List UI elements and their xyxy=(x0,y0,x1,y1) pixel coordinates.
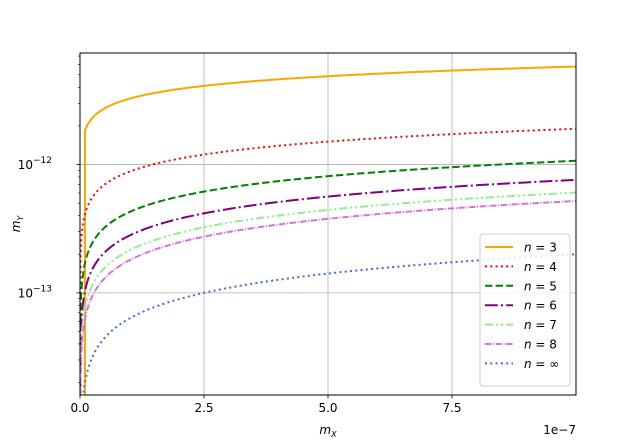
legend-var: n xyxy=(524,357,532,371)
y-tick-base: 10 xyxy=(18,158,33,172)
legend-eq: = xyxy=(532,260,550,274)
series-line xyxy=(80,127,576,395)
y-tick-exp: −12 xyxy=(33,156,52,166)
legend-eq: = xyxy=(532,279,550,293)
legend-eq: = xyxy=(532,241,550,255)
y-axis-label-sub: Y xyxy=(16,215,25,221)
y-tick-exp: −13 xyxy=(33,284,52,294)
y-tick-label: 10−13 xyxy=(18,284,52,300)
legend-var: n xyxy=(524,299,532,313)
legend-var: n xyxy=(524,241,532,255)
x-offset-label: 1e−7 xyxy=(543,423,576,437)
legend-box xyxy=(479,233,571,387)
legend-label: n = 6 xyxy=(524,299,557,313)
y-tick-base: 10 xyxy=(18,286,33,300)
x-tick-label: 5.0 xyxy=(318,401,337,415)
legend-value: 8 xyxy=(549,338,557,352)
series-line xyxy=(80,159,576,395)
x-axis-label-main: m xyxy=(319,423,331,437)
legend-label: n = ∞ xyxy=(524,357,559,371)
legend-label: n = 5 xyxy=(524,279,557,293)
series-line xyxy=(83,65,576,395)
legend-value: 3 xyxy=(549,241,557,255)
legend-value: ∞ xyxy=(549,357,559,371)
legend-label: n = 8 xyxy=(524,338,557,352)
x-tick-label: 2.5 xyxy=(194,401,213,415)
legend-var: n xyxy=(524,318,532,332)
legend-var: n xyxy=(524,260,532,274)
legend-value: 4 xyxy=(549,260,557,274)
series-line xyxy=(80,178,576,395)
legend-eq: = xyxy=(532,338,550,352)
x-axis-label-sub: X xyxy=(330,430,337,439)
legend-label: n = 4 xyxy=(524,260,557,274)
x-tick-label: 7.5 xyxy=(442,401,461,415)
legend-value: 5 xyxy=(549,279,557,293)
y-axis-label: mY xyxy=(9,215,25,233)
legend-label: n = 3 xyxy=(524,241,557,255)
y-tick-label: 10−12 xyxy=(18,156,52,172)
legend-value: 7 xyxy=(549,318,557,332)
legend-value: 6 xyxy=(549,299,557,313)
legend-eq: = xyxy=(532,357,550,371)
series-line xyxy=(80,191,576,395)
x-tick-label: 0.0 xyxy=(70,401,89,415)
legend: n = 3n = 4n = 5n = 6n = 7n = 8n = ∞ xyxy=(479,233,571,387)
y-axis-label-main: m xyxy=(9,221,23,233)
series-layer xyxy=(80,65,576,395)
legend-label: n = 7 xyxy=(524,318,557,332)
legend-eq: = xyxy=(532,318,550,332)
legend-var: n xyxy=(524,338,532,352)
x-axis-label: mX xyxy=(319,423,337,439)
legend-var: n xyxy=(524,279,532,293)
legend-eq: = xyxy=(532,299,550,313)
